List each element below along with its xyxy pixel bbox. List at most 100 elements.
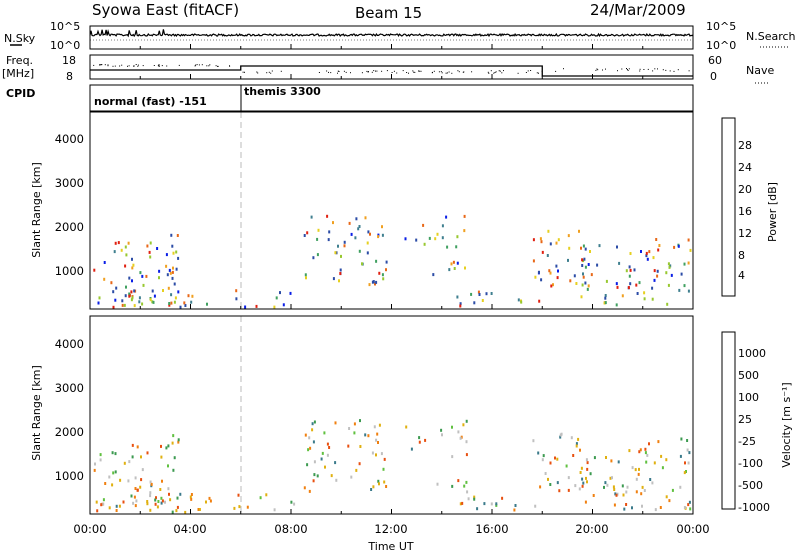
date-title: 24/Mar/2009: [590, 1, 686, 19]
velocity-cell: [169, 498, 172, 502]
power-cell: [604, 301, 607, 305]
velocity-cell: [140, 455, 142, 459]
power-cell: [584, 247, 587, 251]
nave-dot: [652, 70, 654, 72]
velocity-cell: [483, 502, 486, 506]
power-cell: [348, 221, 351, 225]
velocity-cell: [424, 438, 427, 442]
power-cell: [175, 267, 178, 271]
nave-dot: [121, 64, 123, 66]
power-cell: [683, 262, 686, 266]
power-cell: [117, 241, 120, 245]
power-cell: [183, 301, 186, 305]
velocity-cell: [466, 490, 469, 494]
power-cell: [151, 300, 154, 304]
power-cell: [343, 244, 346, 248]
velocity-cell: [355, 468, 358, 472]
velocity-cell: [104, 482, 107, 485]
velocity-cell: [172, 434, 175, 438]
power-cell: [375, 259, 378, 263]
power-cell: [326, 214, 329, 218]
velocity-cell: [462, 423, 465, 427]
power-cell: [339, 272, 342, 275]
power-cell: [643, 291, 646, 295]
velocity-cell: [171, 441, 174, 445]
nave-dot: [101, 64, 103, 66]
velocity-cell: [495, 502, 498, 506]
nave-dot: [142, 65, 144, 67]
power-cell: [598, 244, 601, 248]
velocity-cell: [637, 472, 640, 476]
velocity-cell: [586, 480, 588, 484]
nave-dot: [345, 71, 347, 73]
power-cell: [316, 253, 319, 257]
velocity-cell: [304, 433, 307, 437]
power-cell: [133, 289, 136, 293]
velocity-cell: [585, 476, 587, 480]
power-cell: [645, 251, 648, 255]
velocity-cell: [353, 422, 356, 426]
velocity-cell: [611, 476, 613, 480]
velocity-cell: [160, 501, 163, 505]
velocity-cell: [668, 499, 671, 503]
nave-dot: [493, 72, 495, 74]
velocity-cell: [99, 458, 102, 462]
velocity-cell: [614, 492, 617, 496]
power-colorbar-ticks: 4 8 12 16 20 24 28: [738, 139, 752, 282]
velocity-cell: [385, 485, 388, 488]
power-cell: [539, 237, 542, 241]
power-cell: [124, 264, 127, 268]
velocity-y-axis-label: Slant Range [km]: [30, 365, 43, 461]
velocity-cell: [108, 475, 111, 479]
velocity-cell: [160, 455, 163, 459]
nave-dot: [517, 72, 519, 74]
power-cell: [312, 256, 315, 260]
power-ytick-2000: 2000: [55, 220, 84, 234]
xtick-0400: 04:00: [173, 522, 206, 536]
nave-dot: [361, 72, 363, 74]
nave-dot: [445, 72, 447, 74]
velocity-cell: [312, 440, 315, 444]
nave-dot: [206, 65, 208, 67]
velocity-cell: [554, 456, 556, 460]
power-cell: [616, 245, 618, 249]
power-cell: [244, 305, 247, 309]
velocity-cell: [643, 489, 646, 492]
power-cell: [338, 279, 340, 283]
velocity-colorbar-segment-frame: [721, 331, 736, 510]
power-cell: [452, 260, 455, 264]
nave-dot: [440, 71, 442, 73]
velocity-cell: [160, 496, 163, 500]
nave-dot: [605, 68, 606, 70]
power-cell: [340, 254, 342, 258]
power-cell: [306, 231, 309, 235]
power-cell: [125, 285, 127, 289]
power-cell: [477, 290, 480, 294]
velocity-cell: [383, 457, 386, 461]
nave-dot: [499, 70, 501, 72]
velocity-cell: [375, 438, 378, 442]
velocity-cell: [460, 435, 463, 439]
velocity-cell: [378, 423, 381, 427]
nave-dot: [318, 72, 320, 73]
nave-dot: [662, 69, 664, 71]
power-cell: [677, 244, 680, 248]
power-cell: [668, 265, 671, 269]
power-cell: [334, 251, 337, 255]
velocity-cell: [657, 440, 660, 444]
power-cell: [168, 302, 171, 305]
velocity-cell: [684, 461, 686, 465]
power-cbar-tick-8: 8: [738, 249, 745, 262]
nave-dot: [393, 70, 395, 72]
nave-dot: [133, 65, 134, 67]
velocity-cell: [686, 448, 689, 452]
power-cell: [629, 268, 632, 272]
velocity-cell: [108, 506, 111, 510]
power-cell: [358, 225, 361, 228]
velocity-cell: [246, 505, 249, 509]
velocity-cell: [293, 502, 296, 506]
power-cell: [625, 269, 628, 273]
nave-dot: [107, 64, 109, 66]
power-cell: [146, 244, 149, 248]
nave-dot: [541, 70, 543, 72]
